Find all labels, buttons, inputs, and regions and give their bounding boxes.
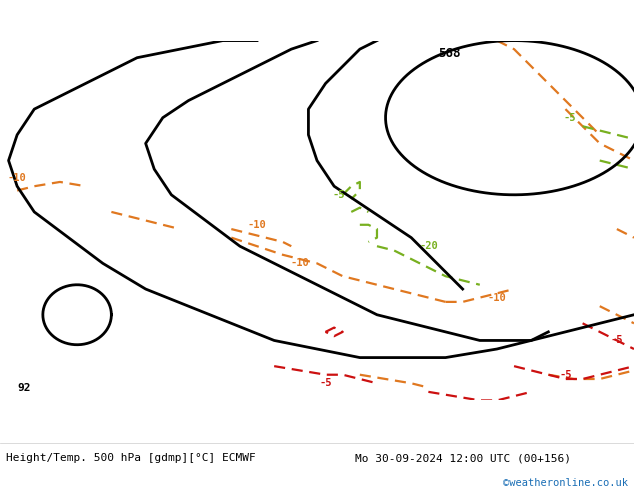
Text: -5: -5 bbox=[564, 113, 576, 122]
Text: -10: -10 bbox=[488, 293, 507, 303]
Text: 568: 568 bbox=[439, 47, 461, 60]
Text: -5: -5 bbox=[320, 378, 332, 388]
Text: Mo 30-09-2024 12:00 UTC (00+156): Mo 30-09-2024 12:00 UTC (00+156) bbox=[355, 453, 571, 463]
Text: -10: -10 bbox=[248, 220, 266, 230]
Text: Height/Temp. 500 hPa [gdmp][°C] ECMWF: Height/Temp. 500 hPa [gdmp][°C] ECMWF bbox=[6, 453, 256, 463]
Text: -5: -5 bbox=[611, 336, 623, 345]
Text: -5: -5 bbox=[559, 370, 572, 380]
Text: -10: -10 bbox=[8, 172, 27, 183]
Text: ©weatheronline.co.uk: ©weatheronline.co.uk bbox=[503, 478, 628, 488]
Text: -10: -10 bbox=[290, 258, 309, 269]
Text: -20: -20 bbox=[419, 241, 437, 251]
Text: 92: 92 bbox=[17, 383, 30, 392]
Text: -5: -5 bbox=[332, 190, 345, 200]
